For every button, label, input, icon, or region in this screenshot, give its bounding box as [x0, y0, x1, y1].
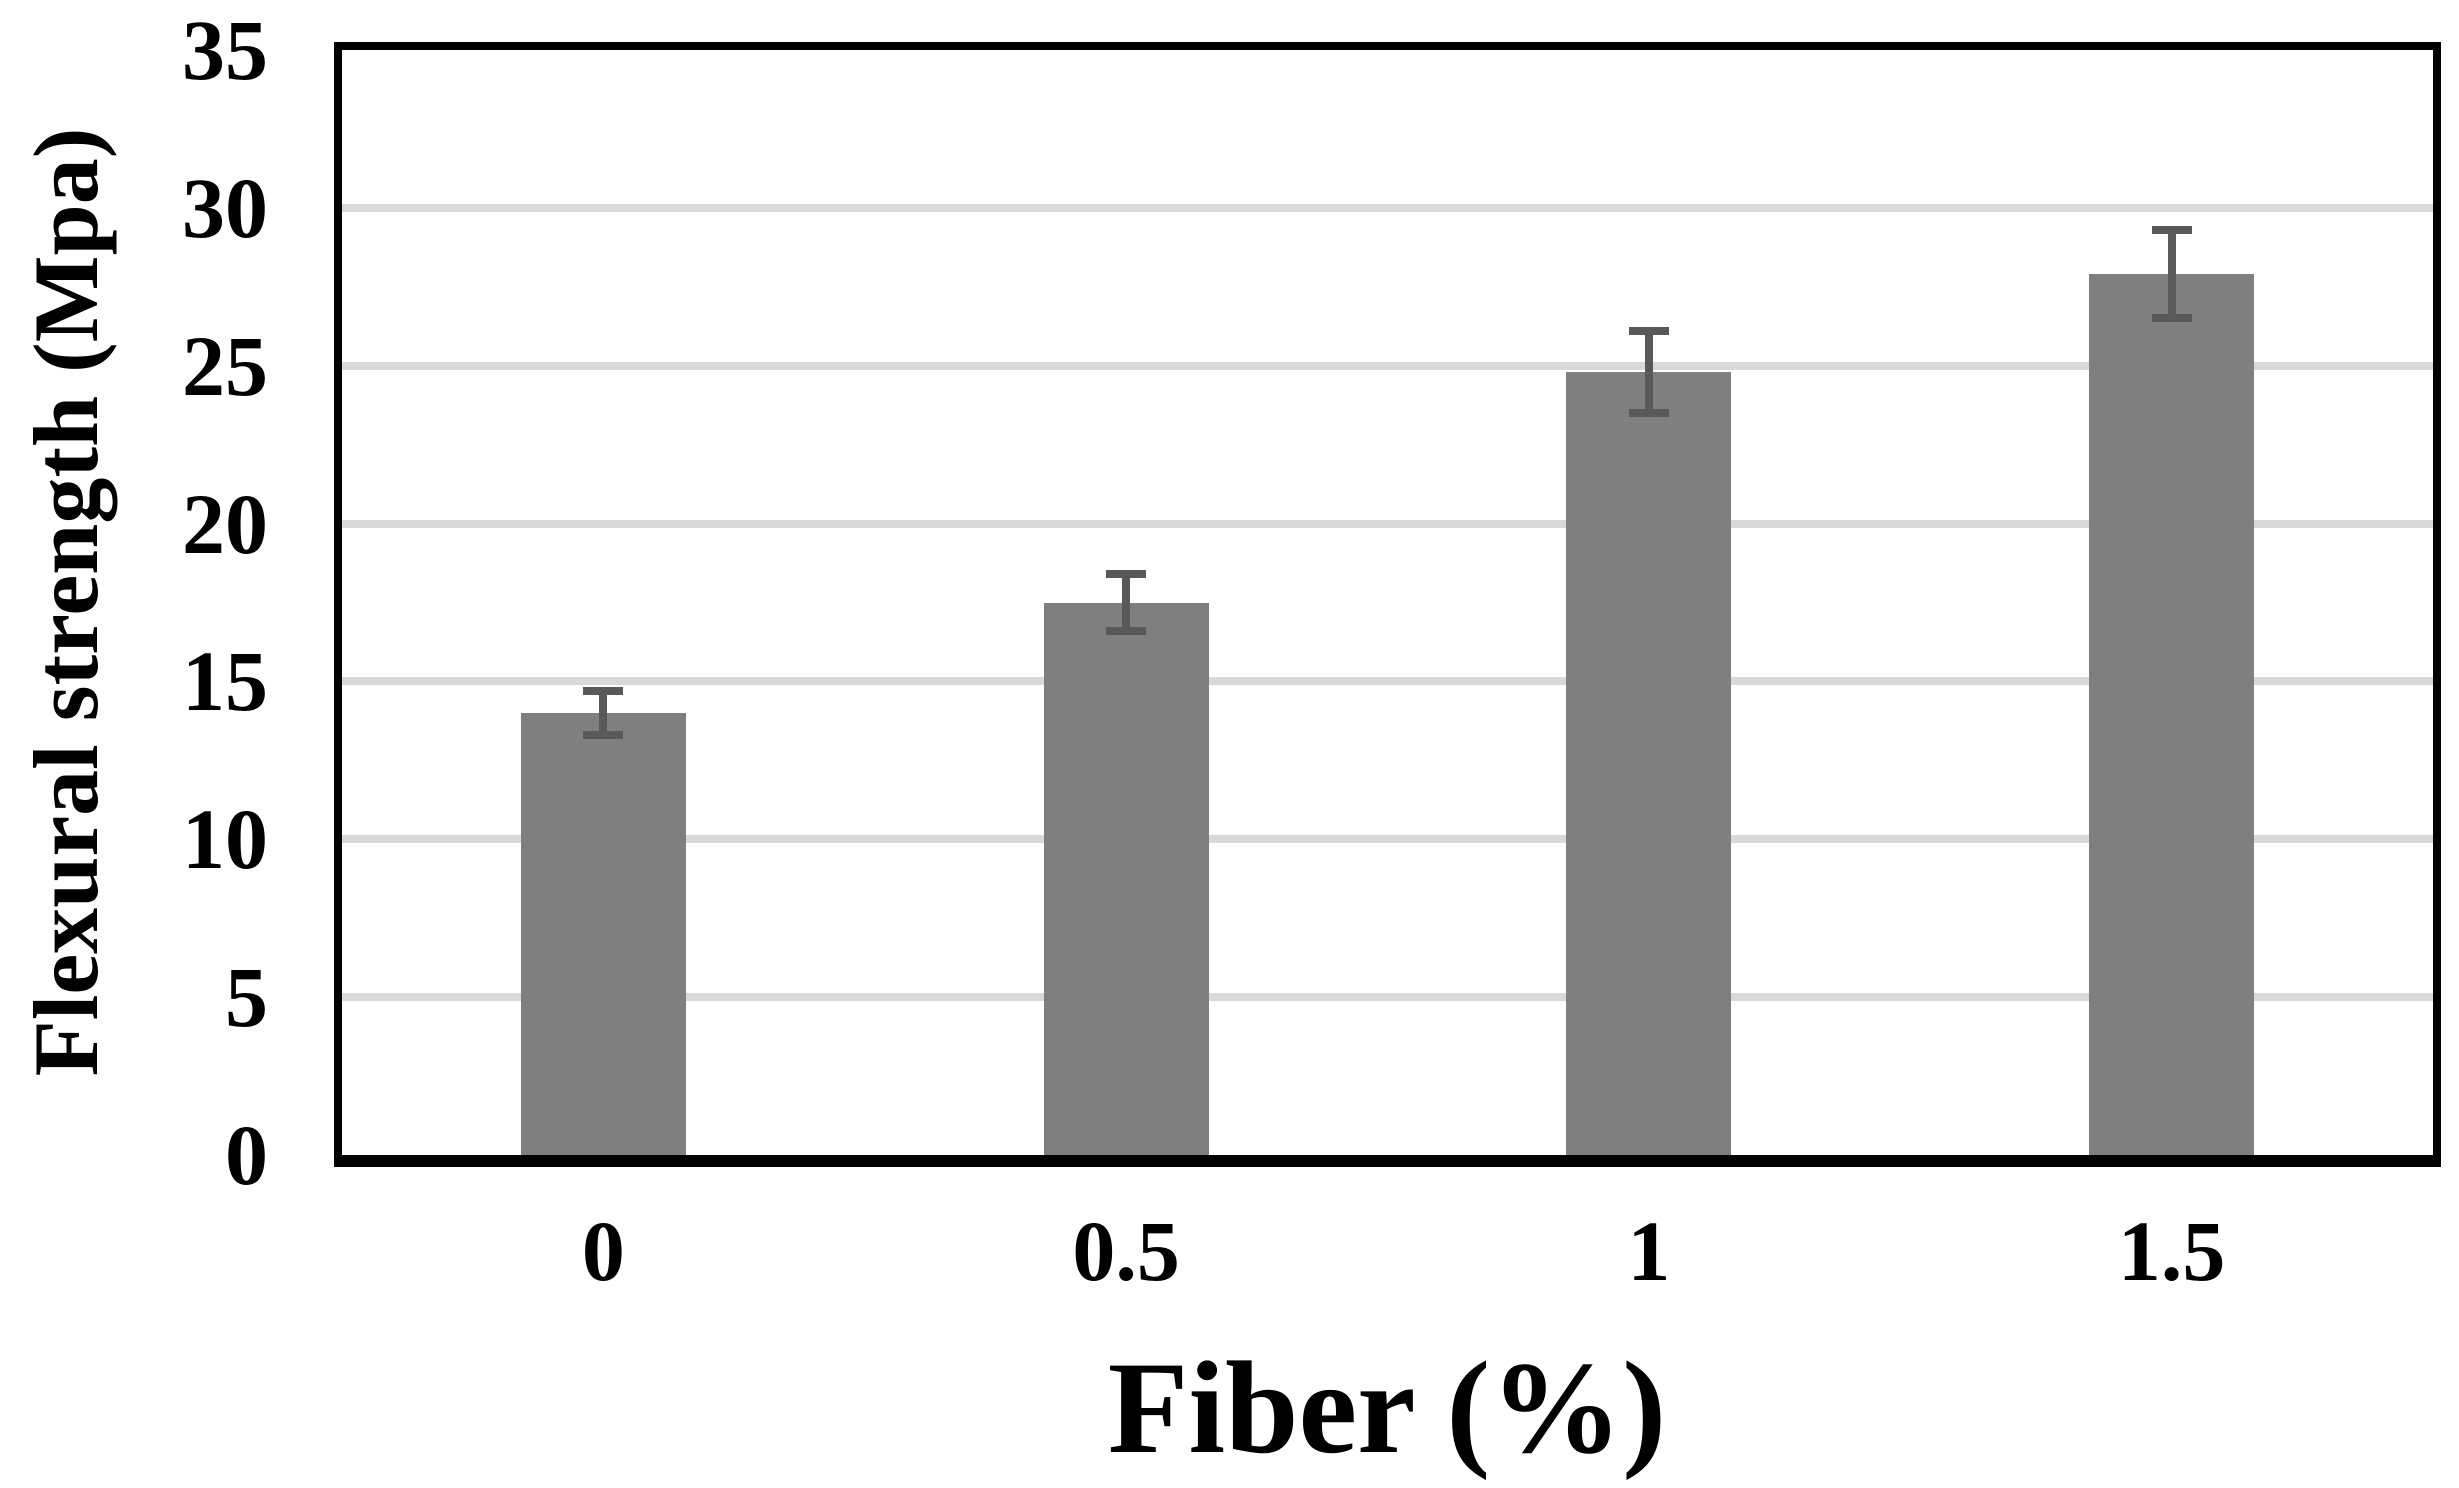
- error-bar-stem-1.5: [2167, 229, 2176, 319]
- error-bar-bottom-cap-0.5: [1106, 626, 1147, 635]
- gridline-y-5: [342, 993, 2433, 1002]
- y-tick-label-0: 0: [225, 1107, 268, 1203]
- bar-1: [1566, 372, 1732, 1155]
- plot-inner: [342, 50, 2433, 1155]
- x-tick-label-0: 0: [581, 1203, 625, 1299]
- x-tick-label-0.5: 0.5: [1072, 1203, 1180, 1299]
- error-bar-stem-1: [1644, 330, 1653, 414]
- error-bar-stem-0.5: [1122, 574, 1131, 631]
- error-bar-top-cap-0: [583, 686, 624, 695]
- bar-0.5: [1043, 602, 1209, 1155]
- bar-0: [520, 713, 686, 1155]
- gridline-y-30: [342, 203, 2433, 212]
- gridline-y-20: [342, 519, 2433, 528]
- gridline-y-15: [342, 677, 2433, 686]
- error-bar-bottom-cap-0: [583, 731, 624, 740]
- bar-1.5: [2089, 274, 2255, 1155]
- x-tick-label-1.5: 1.5: [2117, 1203, 2226, 1299]
- error-bar-bottom-cap-1.5: [2151, 314, 2192, 323]
- y-tick-label-35: 35: [182, 2, 268, 98]
- x-tick-label-1: 1: [1627, 1203, 1671, 1299]
- plot-area: [334, 42, 2441, 1167]
- y-tick-label-20: 20: [182, 475, 268, 572]
- y-tick-label-10: 10: [182, 791, 268, 888]
- error-bar-stem-0: [599, 690, 608, 736]
- y-tick-label-5: 5: [225, 949, 268, 1046]
- y-tick-label-15: 15: [182, 633, 268, 730]
- x-axis-title: Fiber (%): [1107, 1334, 1667, 1481]
- error-bar-top-cap-0.5: [1106, 570, 1147, 579]
- gridline-y-10: [342, 835, 2433, 844]
- y-axis-title: Flexural strength (Mpa): [15, 127, 117, 1077]
- y-tick-label-30: 30: [182, 159, 268, 256]
- error-bar-top-cap-1: [1628, 326, 1669, 335]
- y-tick-label-25: 25: [182, 317, 268, 414]
- error-bar-bottom-cap-1: [1628, 409, 1669, 418]
- error-bar-top-cap-1.5: [2151, 225, 2192, 234]
- gridline-y-25: [342, 361, 2433, 370]
